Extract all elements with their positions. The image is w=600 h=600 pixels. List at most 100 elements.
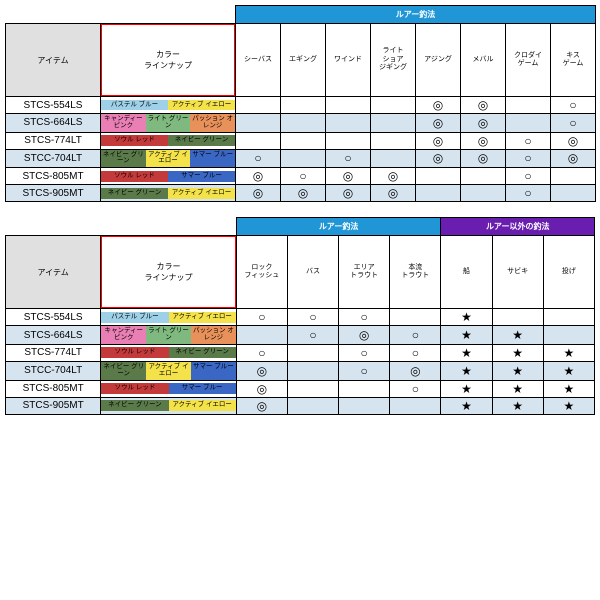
color-lineup-cell: ソウル レッドネイビー グリーン: [101, 344, 236, 361]
color-chip: ソウル レッド: [101, 171, 168, 182]
compatibility-mark: ★: [492, 380, 543, 397]
compatibility-mark: ◎: [236, 168, 281, 185]
item-name: STCS-805MT: [6, 380, 101, 397]
compatibility-mark: [236, 132, 281, 149]
compatibility-mark: ○: [506, 168, 551, 185]
compatibility-mark: ○: [390, 326, 441, 345]
compatibility-mark: ★: [441, 309, 492, 326]
method-header: 船: [441, 236, 492, 309]
compatibility-mark: ◎: [416, 132, 461, 149]
compatibility-mark: ◎: [416, 114, 461, 133]
compatibility-mark: [339, 397, 390, 414]
compatibility-mark: [416, 168, 461, 185]
compatibility-mark: ★: [441, 380, 492, 397]
compatibility-mark: ○: [236, 309, 287, 326]
color-chip: パステル ブルー: [101, 100, 168, 111]
color-chip: ソウル レッド: [101, 135, 168, 146]
compatibility-mark: ○: [326, 149, 371, 168]
compatibility-mark: [461, 168, 506, 185]
compatibility-mark: ◎: [371, 168, 416, 185]
color-chip: ライト グリーン: [146, 326, 191, 344]
color-chip: サマー ブルー: [191, 362, 236, 380]
compatibility-mark: ○: [339, 309, 390, 326]
item-name: STCC-704LT: [6, 149, 101, 168]
color-chip: ソウル レッド: [101, 383, 168, 394]
color-chip: パッション オレンジ: [191, 326, 236, 344]
compatibility-mark: ◎: [461, 149, 506, 168]
compatibility-mark: ○: [390, 344, 441, 361]
compatibility-mark: ○: [390, 380, 441, 397]
color-chip: ソウル レッド: [101, 347, 168, 358]
compatibility-mark: ◎: [339, 326, 390, 345]
compatibility-mark: ◎: [326, 168, 371, 185]
item-row: STCC-704LTネイビー グリーンアクティブ イエローサマー ブルー○○◎◎…: [6, 149, 596, 168]
compatibility-mark: ○: [551, 97, 596, 114]
compatibility-mark: ◎: [281, 185, 326, 202]
compatibility-mark: [543, 309, 594, 326]
color-lineup-cell: ネイビー グリーンアクティブ イエローサマー ブルー: [101, 361, 236, 380]
compatibility-mark: [287, 361, 338, 380]
compatibility-mark: ◎: [390, 361, 441, 380]
item-row: STCS-805MTソウル レッドサマー ブルー◎○★★★: [6, 380, 595, 397]
compatibility-mark: [326, 132, 371, 149]
compatibility-mark: [339, 380, 390, 397]
item-row: STCS-905MTネイビー グリーンアクティブ イエロー◎★★★: [6, 397, 595, 414]
compatibility-mark: ◎: [326, 185, 371, 202]
compatibility-mark: ○: [236, 344, 287, 361]
method-header: ロック フィッシュ: [236, 236, 287, 309]
compatibility-mark: ★: [543, 380, 594, 397]
compatibility-mark: ◎: [461, 114, 506, 133]
compatibility-mark: [390, 309, 441, 326]
compatibility-mark: ◎: [461, 97, 506, 114]
item-row: STCS-554LSパステル ブルーアクティブ イエロー◎◎○: [6, 97, 596, 114]
color-lineup-cell: ソウル レッドネイビー グリーン: [101, 132, 236, 149]
item-name: STCS-554LS: [6, 309, 101, 326]
compatibility-mark: ★: [492, 361, 543, 380]
compatibility-mark: ◎: [236, 361, 287, 380]
color-chip: アクティブ イエロー: [169, 312, 236, 323]
compatibility-mark: [506, 114, 551, 133]
color-chip: ライト グリーン: [146, 114, 191, 132]
compatibility-mark: [551, 185, 596, 202]
compatibility-mark: [281, 149, 326, 168]
method-header: クロダイ ゲーム: [506, 24, 551, 97]
color-chip: サマー ブルー: [168, 171, 235, 182]
color-lineup-cell: パステル ブルーアクティブ イエロー: [101, 97, 236, 114]
compatibility-mark: [371, 97, 416, 114]
color-chip: アクティブ イエロー: [168, 188, 235, 199]
color-lineup-cell: ソウル レッドサマー ブルー: [101, 380, 236, 397]
method-header: エギング: [281, 24, 326, 97]
method-header: エリア トラウト: [339, 236, 390, 309]
lineup-header: カラー ラインナップ: [101, 236, 236, 309]
compatibility-mark: ○: [506, 132, 551, 149]
compatibility-mark: ◎: [236, 380, 287, 397]
method-header: ライト ショア ジギング: [371, 24, 416, 97]
color-lineup-cell: ネイビー グリーンアクティブ イエロー: [101, 397, 236, 414]
compatibility-mark: [236, 326, 287, 345]
item-row: STCS-664LSキャンディー ピンクライト グリーンパッション オレンジ○◎…: [6, 326, 595, 345]
color-chip: ネイビー グリーン: [101, 362, 146, 380]
color-chip: アクティブ イエロー: [146, 362, 191, 380]
method-header: 投げ: [543, 236, 594, 309]
color-chip: ネイビー グリーン: [168, 135, 235, 146]
compatibility-mark: ○: [236, 149, 281, 168]
method-header: 本流 トラウト: [390, 236, 441, 309]
compatibility-mark: ○: [506, 185, 551, 202]
compatibility-mark: ★: [543, 361, 594, 380]
compatibility-mark: ★: [543, 344, 594, 361]
compatibility-mark: ◎: [236, 185, 281, 202]
compatibility-mark: ★: [492, 326, 543, 345]
compatibility-mark: ◎: [236, 397, 287, 414]
color-chip: パッション オレンジ: [190, 114, 235, 132]
compatibility-mark: ○: [287, 326, 338, 345]
compatibility-mark: [461, 185, 506, 202]
compatibility-mark: [281, 97, 326, 114]
method-header: キス ゲーム: [551, 24, 596, 97]
compatibility-mark: ★: [492, 397, 543, 414]
compatibility-mark: [236, 97, 281, 114]
color-chip: ネイビー グリーン: [101, 150, 146, 168]
compatibility-mark: [371, 149, 416, 168]
method-header: サビキ: [492, 236, 543, 309]
compatibility-mark: ◎: [371, 185, 416, 202]
compatibility-mark: ○: [339, 344, 390, 361]
